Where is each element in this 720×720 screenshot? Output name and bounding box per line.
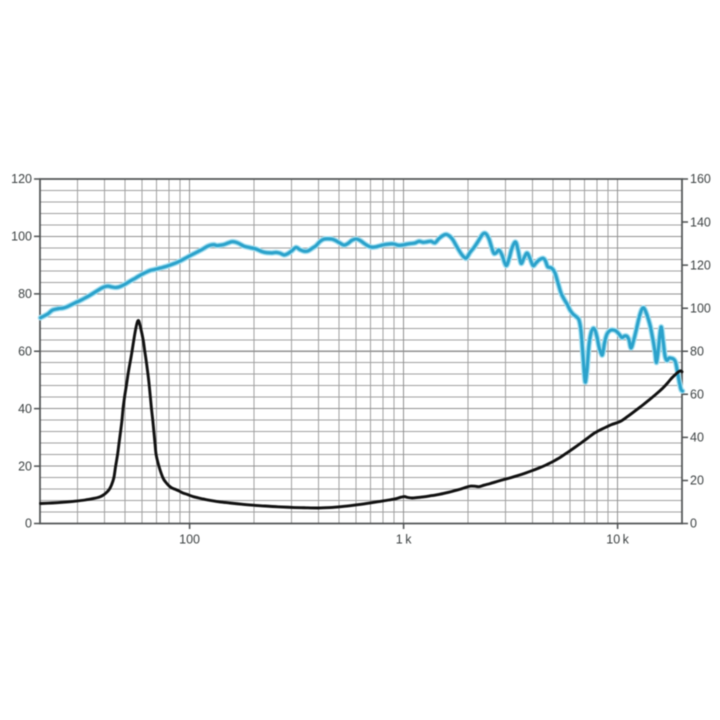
svg-text:40: 40 (690, 431, 704, 445)
svg-text:20: 20 (18, 459, 32, 473)
svg-text:0: 0 (690, 517, 697, 531)
svg-text:40: 40 (18, 402, 32, 416)
svg-text:60: 60 (18, 344, 32, 358)
svg-text:160: 160 (690, 172, 711, 186)
svg-text:1 k: 1 k (396, 533, 412, 547)
svg-text:80: 80 (690, 344, 704, 358)
svg-text:100: 100 (179, 533, 200, 547)
svg-text:80: 80 (18, 287, 32, 301)
svg-text:120: 120 (690, 258, 711, 272)
svg-text:10 k: 10 k (606, 533, 629, 547)
svg-text:120: 120 (11, 172, 32, 186)
svg-text:100: 100 (11, 230, 32, 244)
svg-text:60: 60 (690, 388, 704, 402)
svg-text:100: 100 (690, 301, 711, 315)
svg-text:20: 20 (690, 474, 704, 488)
svg-text:140: 140 (690, 215, 711, 229)
svg-text:0: 0 (25, 517, 32, 531)
